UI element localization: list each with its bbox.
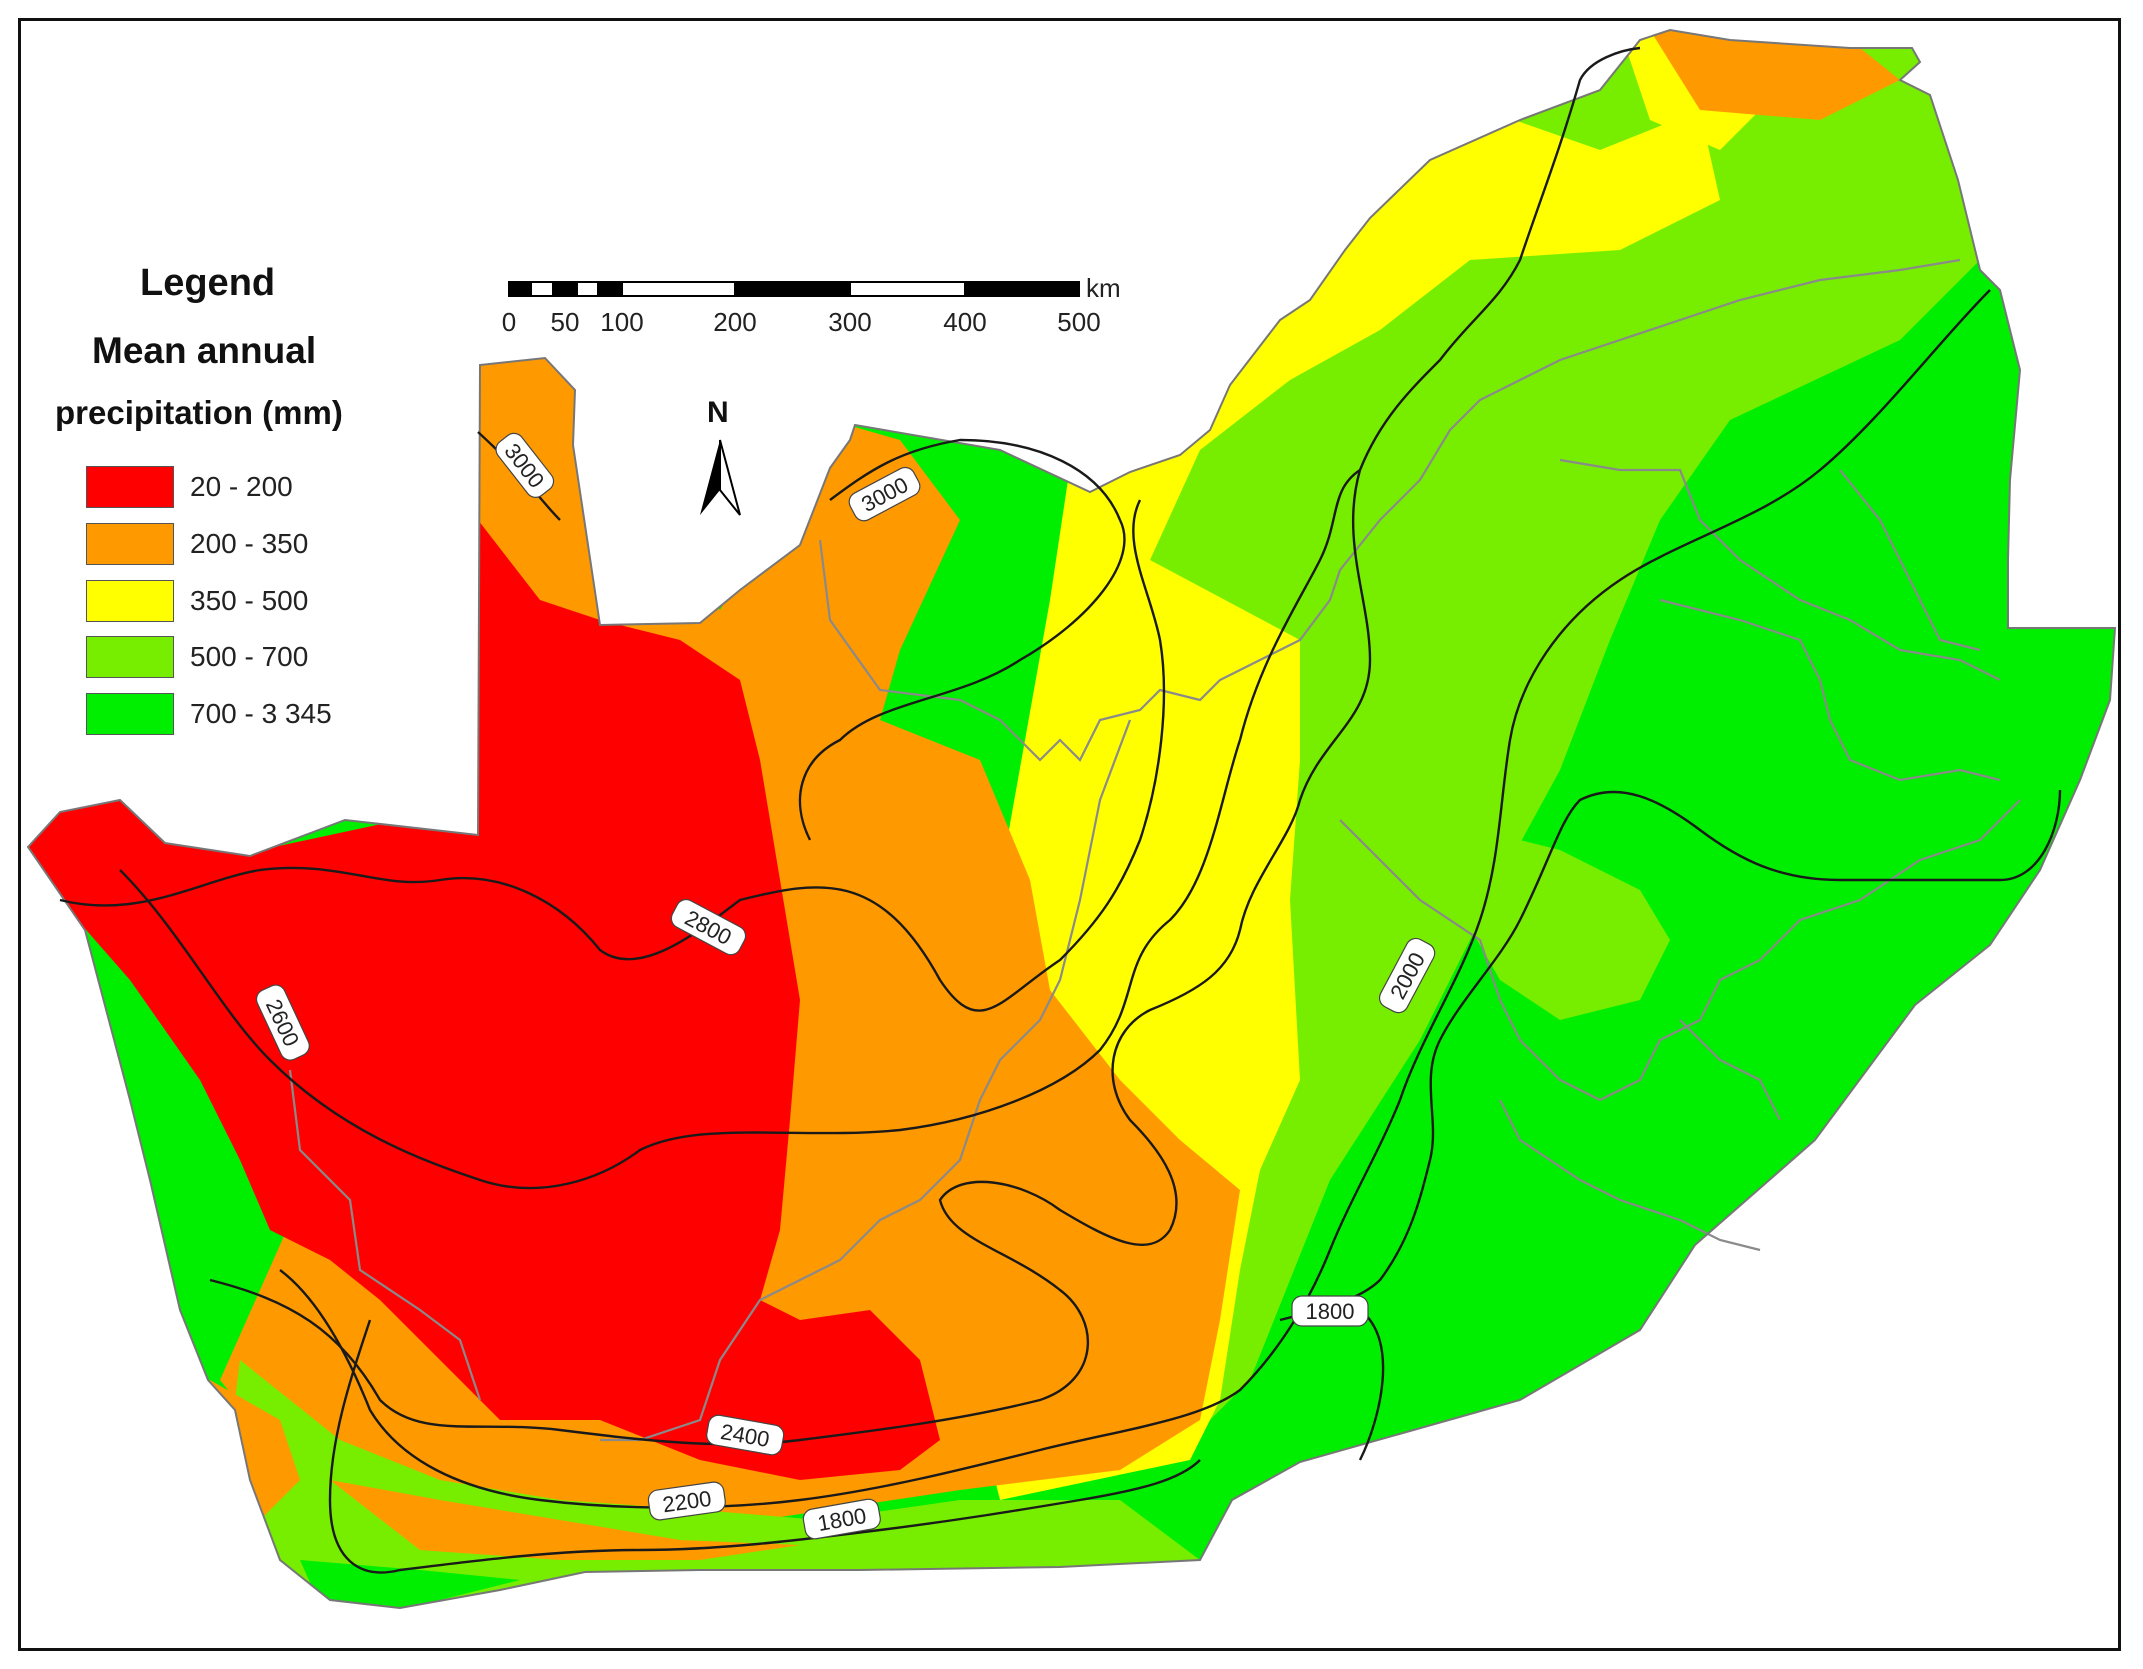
legend-subtitle-line1: Mean annual (92, 330, 317, 371)
legend-item: 500 - 700 (86, 636, 308, 678)
legend-label: 700 - 3 345 (190, 698, 332, 729)
legend-swatch (86, 466, 174, 508)
legend-item: 350 - 500 (86, 580, 308, 622)
contour-1800-south (328, 1319, 1201, 1574)
contour-label-1800-inland: 1800 (1306, 1299, 1355, 1324)
legend-label: 350 - 500 (190, 585, 309, 616)
contour-2600 (119, 469, 1361, 1190)
legend-subtitle-line2: precipitation (mm) (55, 394, 343, 431)
scale-tick-label: 50 (550, 307, 580, 337)
legend-item: 20 - 200 (86, 466, 293, 508)
scale-tick-label: 300 (828, 307, 872, 337)
legend-swatch (86, 693, 174, 735)
province-boundaries (288, 258, 2021, 1442)
legend-swatch (86, 580, 174, 622)
scale-bar (508, 281, 1080, 297)
legend-title: Legend (140, 262, 276, 304)
contour-3000-north (798, 438, 1126, 841)
legend-item: 700 - 3 345 (86, 693, 332, 735)
scale-tick-label: 0 (501, 307, 517, 337)
scale-tick-label: 100 (600, 307, 644, 337)
legend-swatch (86, 523, 174, 565)
legend-label: 20 - 200 (190, 471, 293, 502)
legend-item: 200 - 350 (86, 523, 308, 565)
north-arrow-icon (700, 439, 741, 516)
legend-swatch (86, 636, 174, 678)
contour-2800 (59, 499, 1166, 1012)
scale-unit-label: km (1086, 273, 1121, 303)
legend-label: 500 - 700 (190, 641, 309, 672)
scale-tick-label: 400 (943, 307, 987, 337)
scale-tick-label: 200 (713, 307, 757, 337)
contour-1800-inland (1279, 789, 2062, 1322)
contour-1800-coast (1358, 1309, 1385, 1461)
scale-tick-label: 500 (1057, 307, 1101, 337)
contour-2200 (279, 289, 1991, 1509)
legend-label: 200 - 350 (190, 528, 309, 559)
north-label: N (707, 396, 729, 429)
